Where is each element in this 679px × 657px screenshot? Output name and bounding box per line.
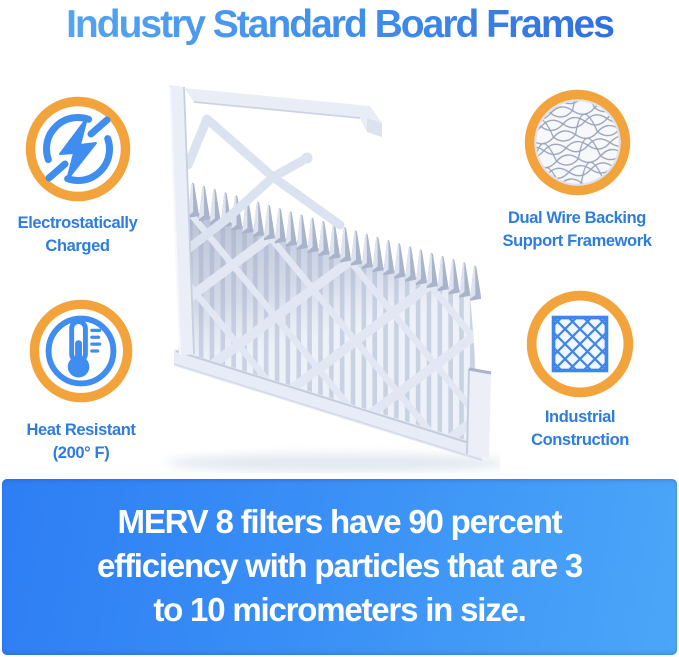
feature-industrial-construction: Industrial Construction [500, 288, 660, 452]
lightning-circle-icon [25, 96, 130, 202]
feature-label: Electrostatically Charged [18, 212, 138, 258]
feature-label: Dual Wire Backing Support Framework [502, 207, 651, 253]
merv-info-banner: MERV 8 filters have 90 percent efficienc… [2, 479, 677, 655]
banner-line: to 10 micrometers in size. [153, 591, 526, 628]
air-filter-product-image [166, 85, 500, 472]
diamond-grid-icon [526, 290, 634, 398]
feature-electrostatically-charged: Electrostatically Charged [0, 94, 155, 258]
feature-label-line: (200° F) [52, 444, 110, 462]
banner-line: efficiency with particles that are 3 [97, 547, 583, 584]
feature-label-line: Industrial [544, 408, 616, 426]
feature-label-line: Support Framework [502, 232, 652, 250]
feature-label-line: Construction [531, 431, 629, 449]
feature-label: Heat Resistant (200° F) [26, 419, 135, 465]
feature-dual-wire-backing: Dual Wire Backing Support Framework [497, 86, 657, 253]
feature-heat-resistant: Heat Resistant (200° F) [4, 297, 158, 465]
wire-mesh-photo-icon [524, 89, 630, 196]
banner-line: MERV 8 filters have 90 percent [117, 503, 563, 540]
thermometer-icon [29, 299, 133, 403]
feature-label: Industrial Construction [531, 406, 629, 452]
feature-label-line: Electrostatically [17, 214, 138, 232]
feature-label-line: Charged [45, 237, 110, 255]
feature-label-line: Heat Resistant [26, 421, 136, 439]
page-title: Industry Standard Board Frames [0, 1, 679, 49]
feature-label-line: Dual Wire Backing [508, 209, 646, 227]
